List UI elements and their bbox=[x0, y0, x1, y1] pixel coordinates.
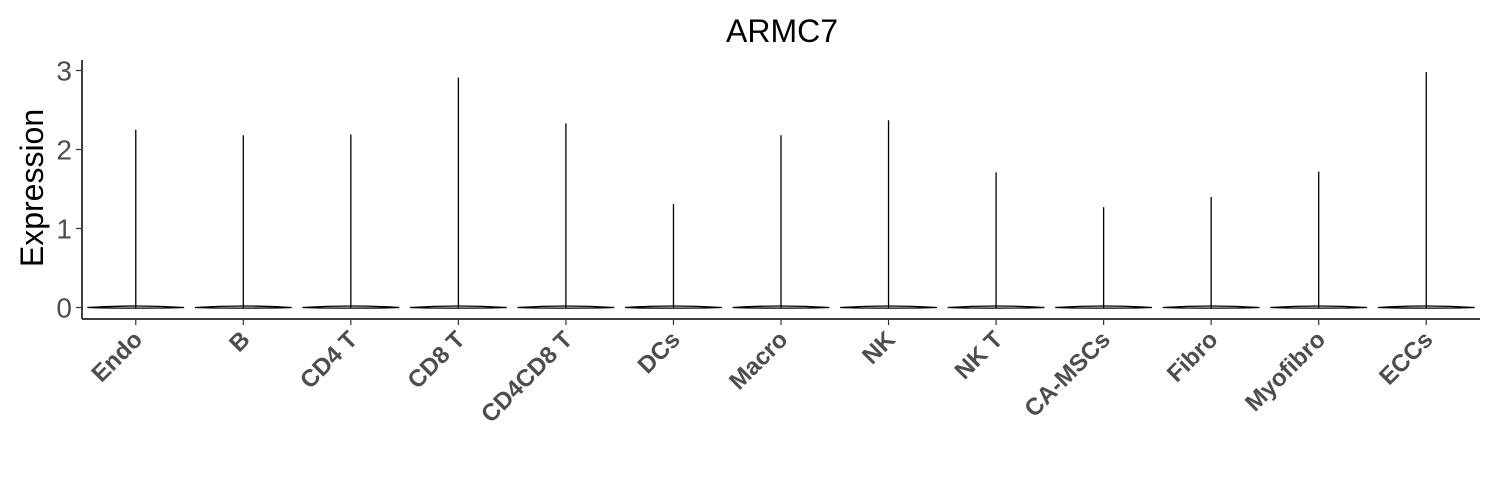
violin-endo bbox=[87, 129, 185, 309]
y-axis: 0 1 2 3 bbox=[56, 56, 83, 324]
violin-nk bbox=[840, 120, 937, 309]
y-tick-label: 2 bbox=[56, 135, 72, 166]
violin-body bbox=[1055, 305, 1153, 309]
violin-body bbox=[1162, 305, 1260, 309]
violin-cd8-t bbox=[409, 77, 507, 309]
violin-body bbox=[302, 305, 400, 309]
violin-cd4cd8-t bbox=[517, 123, 615, 309]
violin-body bbox=[194, 305, 292, 309]
x-tick-label: Myofibro bbox=[1240, 326, 1331, 417]
x-tick-label: CD4CD8 T bbox=[476, 326, 578, 428]
violin-body bbox=[840, 305, 937, 309]
x-tick-label: ECCs bbox=[1374, 326, 1438, 390]
violin-dcs bbox=[625, 204, 722, 309]
violin-ca-mscs bbox=[1055, 207, 1153, 309]
violin-body bbox=[947, 305, 1045, 309]
y-axis-label: Expression bbox=[14, 109, 50, 267]
violin-body bbox=[732, 305, 830, 309]
y-tick-label: 1 bbox=[56, 214, 72, 245]
x-tick-label: B bbox=[224, 326, 255, 357]
chart-title: ARMC7 bbox=[726, 13, 838, 49]
x-axis: Endo B CD4 T CD8 T CD4CD8 T DCs Macro NK NK T CA-… bbox=[82, 318, 1480, 428]
x-tick-label: NK T bbox=[950, 326, 1009, 385]
violin-body bbox=[87, 305, 185, 309]
violin-macro bbox=[732, 135, 830, 309]
x-tick-label: NK bbox=[857, 326, 901, 370]
x-tick-label: Macro bbox=[724, 326, 793, 395]
violin-eccs bbox=[1377, 72, 1475, 309]
violin-body bbox=[1377, 305, 1475, 309]
violin-body bbox=[409, 305, 507, 309]
violins bbox=[87, 72, 1475, 309]
violin-b bbox=[194, 135, 292, 309]
violin-nk-t bbox=[947, 172, 1045, 309]
violin-fibro bbox=[1162, 196, 1260, 309]
violin-body bbox=[517, 305, 615, 309]
x-tick-label: CD8 T bbox=[403, 326, 471, 394]
x-tick-label: CD4 T bbox=[295, 326, 363, 394]
violin-body bbox=[625, 305, 722, 309]
x-tick-label: DCs bbox=[633, 326, 686, 379]
y-tick-label: 3 bbox=[56, 56, 72, 87]
x-tick-label: CA-MSCs bbox=[1019, 326, 1115, 422]
y-tick-label: 0 bbox=[56, 293, 72, 324]
x-tick-label: Fibro bbox=[1162, 326, 1224, 388]
violin-myofibro bbox=[1270, 171, 1368, 309]
violin-cd4-t bbox=[302, 134, 400, 309]
x-tick-label: Endo bbox=[86, 326, 148, 388]
violin-body bbox=[1270, 305, 1368, 309]
